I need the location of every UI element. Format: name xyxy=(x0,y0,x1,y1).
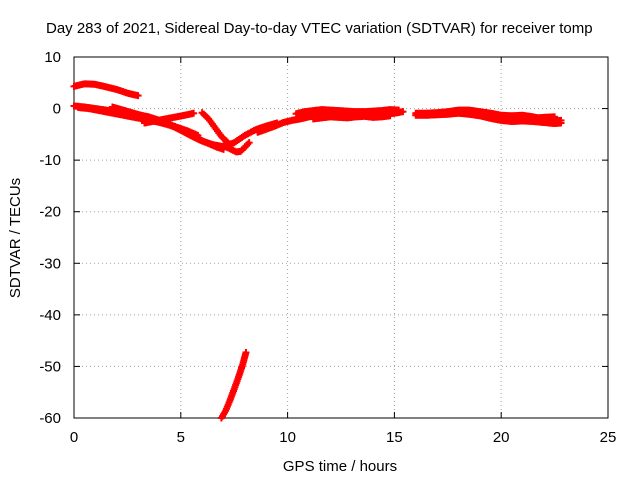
y-tick-label: 0 xyxy=(53,101,61,118)
y-tick-label: -20 xyxy=(39,204,61,221)
x-tick-label: 15 xyxy=(386,429,403,446)
data-point xyxy=(395,106,403,114)
series-track-12 xyxy=(487,110,559,124)
data-point xyxy=(134,92,142,100)
series-track-upper xyxy=(70,80,142,100)
tick-marks xyxy=(73,56,609,419)
y-tick-label: -60 xyxy=(39,410,61,427)
series-track-9 xyxy=(309,112,394,123)
data-point xyxy=(386,112,394,120)
series-track-4 xyxy=(140,109,198,127)
data-point xyxy=(551,113,559,121)
tick-labels: 0 5 10 15 20 25 10 0 -10 -20 -30 -40 -50 -60 xyxy=(39,49,616,446)
y-tick-label: -30 xyxy=(39,255,61,272)
series-track-lower xyxy=(217,349,250,422)
x-tick-label: 5 xyxy=(177,429,185,446)
y-tick-label: -10 xyxy=(39,152,61,169)
data-points xyxy=(70,80,565,422)
data-point xyxy=(242,349,250,357)
y-tick-label: 10 xyxy=(44,49,61,66)
y-tick-label: -40 xyxy=(39,307,61,324)
x-tick-label: 25 xyxy=(600,429,617,446)
series-track-8 xyxy=(292,106,403,118)
data-point xyxy=(194,131,202,139)
x-axis-label: GPS time / hours xyxy=(283,458,397,475)
data-point xyxy=(245,139,253,147)
data-point xyxy=(190,109,198,117)
series-track-11 xyxy=(412,109,565,128)
x-tick-label: 0 xyxy=(70,429,78,446)
x-tick-label: 20 xyxy=(493,429,510,446)
series-track-6 xyxy=(220,139,253,156)
y-tick-label: -50 xyxy=(39,358,61,375)
data-point xyxy=(399,108,407,116)
x-tick-label: 10 xyxy=(279,429,296,446)
y-axis-label: SDTVAR / TECUs xyxy=(7,178,24,298)
chart-title: Day 283 of 2021, Sidereal Day-to-day VTE… xyxy=(46,20,593,37)
data-point xyxy=(557,119,565,127)
plot-frame xyxy=(73,56,609,419)
